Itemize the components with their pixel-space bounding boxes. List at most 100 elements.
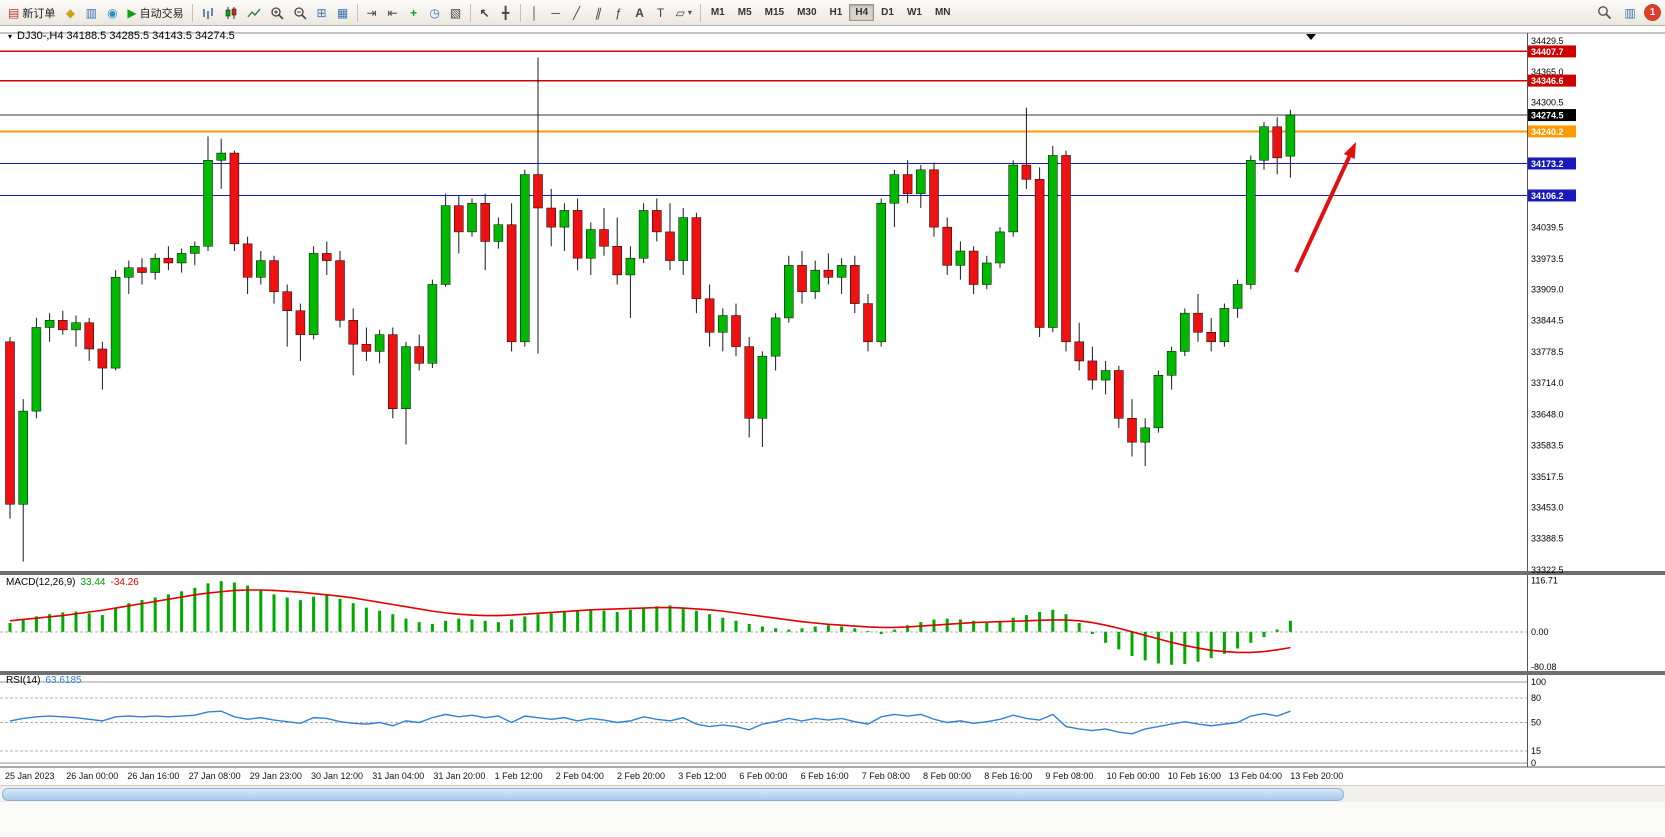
new-order-label: 新订单 [22, 7, 56, 20]
svg-text:34429.5: 34429.5 [1531, 36, 1564, 46]
price-axis-flags: 34407.7 34346.6 34274.5 34240.2 34173.2 34106… [1528, 45, 1576, 202]
templates-button[interactable]: ▧ [446, 3, 466, 23]
symbol-ohlc-text: DJ30-,H4 34188.5 34285.5 34143.5 34274.5 [17, 30, 235, 42]
templates-icon: ▧ [449, 5, 462, 20]
horizontal-line-tool-button[interactable]: ─ [546, 3, 566, 23]
svg-text:13 Feb 04:00: 13 Feb 04:00 [1229, 771, 1282, 781]
navigator-button[interactable]: ◉ [102, 3, 122, 23]
market-watch-button[interactable]: ◆ [60, 3, 80, 23]
collapse-triangle-icon[interactable]: ▾ [8, 31, 13, 41]
auto-trading-play-icon: ▶ [127, 5, 137, 20]
price-lines-layer[interactable] [0, 50, 1527, 197]
candlestick-chart-type-button[interactable] [220, 3, 242, 23]
chart-shift-button[interactable]: ⇥ [362, 3, 382, 23]
panel-splitter[interactable] [0, 671, 1665, 675]
timeframe-button-m1[interactable]: M1 [705, 4, 731, 21]
svg-text:10 Feb 16:00: 10 Feb 16:00 [1168, 771, 1221, 781]
svg-text:13 Feb 20:00: 13 Feb 20:00 [1290, 771, 1343, 781]
vertical-line-tool-button[interactable]: │ [525, 3, 545, 23]
toolbar-separator [191, 3, 193, 22]
chart-header: ▾ DJ30-,H4 34188.5 34285.5 34143.5 34274… [8, 30, 235, 42]
timeframe-button-mn[interactable]: MN [929, 4, 957, 21]
trendline-tool-button[interactable]: ╱ [567, 3, 587, 23]
data-window-icon: ▥ [85, 5, 98, 20]
status-strip [0, 802, 1665, 836]
channel-tool-button[interactable]: ∥ [588, 3, 608, 23]
fibonacci-tool-button[interactable]: ƒ [609, 3, 629, 23]
trend-arrow-annotation[interactable] [1294, 142, 1356, 273]
zoom-out-button[interactable] [289, 3, 311, 23]
chart-shift-marker[interactable] [1306, 34, 1316, 40]
periods-button[interactable]: ◷ [425, 3, 445, 23]
svg-text:-80.08: -80.08 [1531, 662, 1557, 672]
svg-text:0: 0 [1531, 758, 1536, 768]
periods-clock-icon: ◷ [429, 5, 440, 20]
messages-button[interactable]: ▥ [1620, 3, 1640, 23]
zoom-in-button[interactable] [266, 3, 288, 23]
svg-text:50: 50 [1531, 718, 1541, 728]
toolbar-separator [356, 3, 358, 22]
auto-trading-label: 自动交易 [139, 7, 184, 20]
search-icon [1598, 6, 1612, 20]
cascade-windows-icon: ▦ [336, 5, 349, 20]
crosshair-tool-button[interactable]: ╋ [496, 3, 516, 23]
timeframe-button-h1[interactable]: H1 [824, 4, 849, 21]
timeframe-button-m15[interactable]: M15 [759, 4, 790, 21]
macd-name: MACD(12,26,9) [6, 577, 76, 588]
chart-canvas[interactable]: 116.71 0.00 -80.08 100 80 50 15 0 34429.5 34365.0… [0, 26, 1665, 785]
cursor-tool-button[interactable]: ↖ [475, 3, 495, 23]
svg-text:34106.2: 34106.2 [1531, 191, 1564, 201]
svg-text:25 Jan 2023: 25 Jan 2023 [5, 771, 55, 781]
shapes-tool-button[interactable]: ▱ ▾ [672, 3, 696, 23]
text-tool-icon: A [635, 5, 644, 20]
label-tool-button[interactable]: T [651, 3, 671, 23]
panel-splitter[interactable] [0, 571, 1665, 575]
svg-text:33909.0: 33909.0 [1531, 285, 1564, 295]
svg-text:3 Feb 12:00: 3 Feb 12:00 [678, 771, 726, 781]
timeframe-button-m30[interactable]: M30 [791, 4, 822, 21]
bar-chart-type-button[interactable] [197, 3, 219, 23]
toolbar-separator [519, 3, 521, 22]
shapes-icon: ▱ [675, 5, 685, 20]
add-indicator-button[interactable]: + [404, 3, 424, 23]
auto-trading-button[interactable]: ▶ 自动交易 [123, 3, 187, 23]
timeframe-button-d1[interactable]: D1 [875, 4, 900, 21]
fibonacci-icon: ƒ [615, 5, 622, 20]
line-chart-type-button[interactable] [243, 3, 265, 23]
notification-badge[interactable]: 1 [1644, 4, 1661, 21]
svg-text:1 Feb 12:00: 1 Feb 12:00 [495, 771, 543, 781]
chart-window: ▾ DJ30-,H4 34188.5 34285.5 34143.5 34274… [0, 26, 1665, 785]
text-tool-button[interactable]: A [630, 3, 650, 23]
timeframe-button-h4[interactable]: H4 [849, 4, 875, 21]
svg-text:33322.5: 33322.5 [1531, 565, 1564, 575]
svg-text:34274.5: 34274.5 [1531, 111, 1564, 121]
toolbar-separator [469, 3, 471, 22]
channel-icon: ∥ [594, 5, 601, 20]
new-order-button[interactable]: ▤ 新订单 [4, 3, 59, 23]
svg-text:34365.0: 34365.0 [1531, 67, 1564, 77]
label-tool-icon: T [656, 5, 665, 20]
chart-shift-icon: ⇥ [366, 5, 377, 20]
data-window-button[interactable]: ▥ [81, 3, 101, 23]
cascade-windows-button[interactable]: ▦ [333, 3, 353, 23]
auto-scroll-button[interactable]: ⇤ [383, 3, 403, 23]
search-button[interactable] [1593, 3, 1616, 23]
rsi-indicator-label: RSI(14) 63.6185 [6, 675, 82, 686]
navigator-icon: ◉ [107, 5, 118, 20]
svg-text:33648.0: 33648.0 [1531, 409, 1564, 419]
timeframe-button-m5[interactable]: M5 [732, 4, 758, 21]
cursor-icon: ↖ [479, 5, 490, 20]
tile-windows-button[interactable]: ⊞ [312, 3, 332, 23]
scrollbar-thumb[interactable] [2, 787, 1344, 801]
timeframe-button-w1[interactable]: W1 [901, 4, 928, 21]
candles-layer[interactable] [5, 57, 1296, 562]
rsi-line [9, 710, 1291, 735]
zoom-in-icon [270, 6, 284, 20]
svg-text:34039.5: 34039.5 [1531, 222, 1564, 232]
chevron-down-icon: ▾ [687, 7, 692, 17]
svg-text:100: 100 [1531, 677, 1546, 687]
svg-text:31 Jan 04:00: 31 Jan 04:00 [372, 771, 424, 781]
main-toolbar: ▤ 新订单 ◆ ▥ ◉ ▶ 自动交易 ⊞ ▦ ⇥ ⇤ + ◷ ▧ ↖ ╋ │ ─… [0, 0, 1665, 26]
svg-text:116.71: 116.71 [1531, 575, 1558, 585]
horizontal-line-icon: ─ [551, 5, 560, 20]
